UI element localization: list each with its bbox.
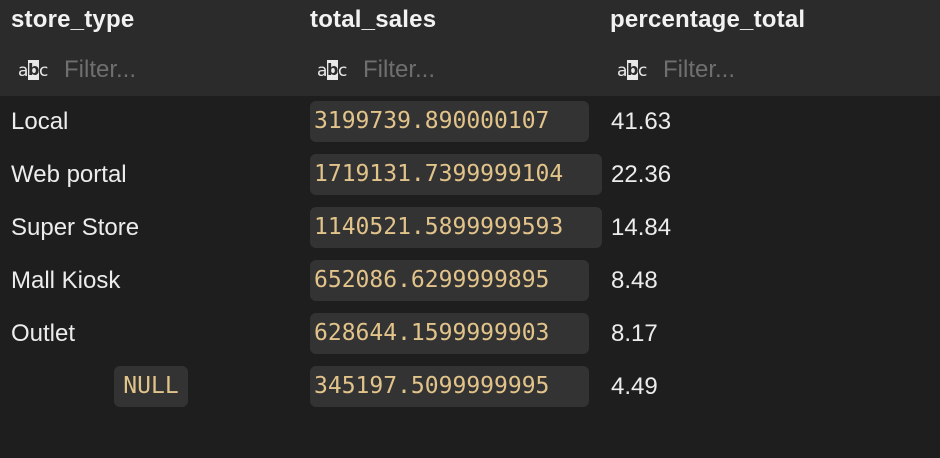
table-row[interactable]: Mall Kiosk 652086.6299999895 8.48 [0,256,940,309]
percentage-total-cell: 41.63 [611,108,672,135]
store-type-filter-input[interactable] [64,56,274,84]
total-sales-filter-input[interactable] [363,56,573,84]
column-header-percentage-total[interactable]: percentage_total [610,6,806,33]
grid-header: store_type abc total_sales abc percentag… [0,0,940,96]
table-row[interactable]: Super Store 1140521.5899999593 14.84 [0,203,940,256]
percentage-total-cell: 4.49 [611,373,658,400]
store-type-cell: Super Store [11,214,140,241]
total-sales-cell: 652086.6299999895 [310,260,589,301]
table-row[interactable]: Local 3199739.890000107 41.63 [0,97,940,150]
percentage-total-cell: 8.17 [611,320,658,347]
percentage-total-filter-input[interactable] [663,56,873,84]
total-sales-cell: 1140521.5899999593 [310,207,602,248]
store-type-cell: Local [11,108,69,135]
column-header-store-type[interactable]: store_type [11,6,135,33]
column-header-total-sales[interactable]: total_sales [310,6,437,33]
total-sales-cell: 345197.5099999995 [310,366,589,407]
store-type-cell: Outlet [11,320,76,347]
store-type-cell: Mall Kiosk [11,267,121,294]
percentage-total-cell: 8.48 [611,267,658,294]
total-sales-cell: 3199739.890000107 [310,101,589,142]
percentage-total-cell: 14.84 [611,214,672,241]
table-row[interactable]: NULL 345197.5099999995 4.49 [0,362,940,415]
null-value-badge: NULL [114,366,188,407]
percentage-total-cell: 22.36 [611,161,672,188]
total-sales-cell: 1719131.7399999104 [310,154,602,195]
total-sales-cell: 628644.1599999903 [310,313,589,354]
store-type-cell: Web portal [11,161,127,188]
table-row[interactable]: Outlet 628644.1599999903 8.17 [0,309,940,362]
table-row[interactable]: Web portal 1719131.7399999104 22.36 [0,150,940,203]
